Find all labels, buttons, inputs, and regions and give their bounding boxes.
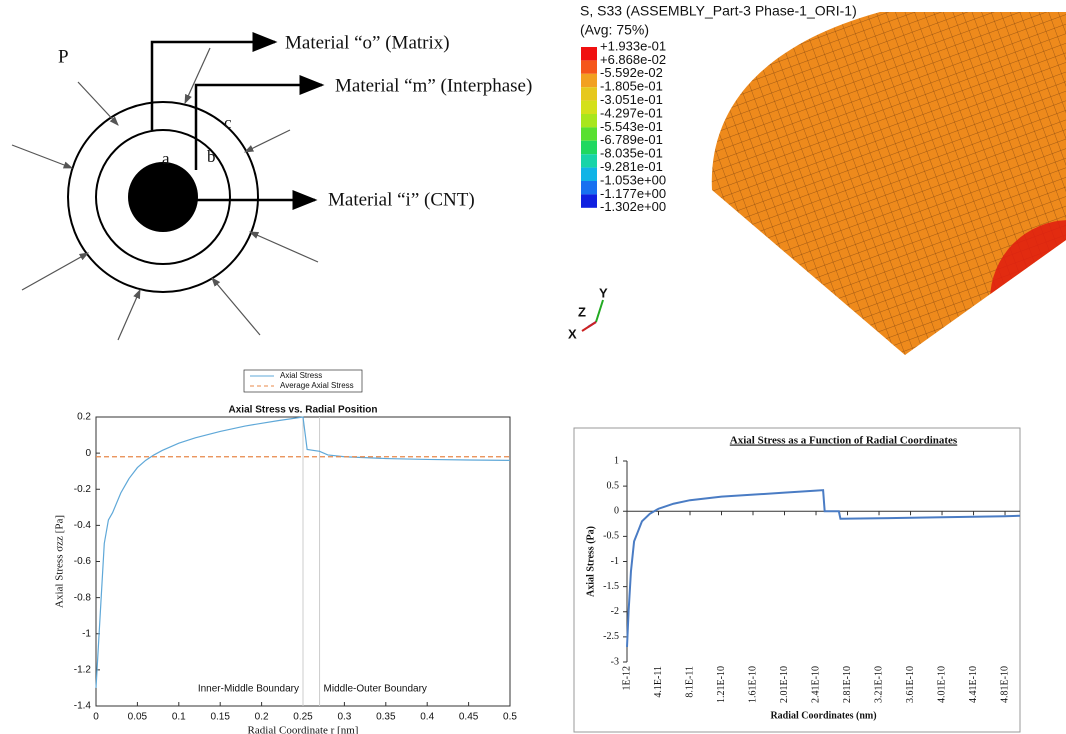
fe-model: S, S33 (ASSEMBLY_Part-3 Phase-1_ORI-1) (…	[568, 0, 1066, 380]
contour-subtitle: (Avg: 75%)	[580, 22, 649, 38]
x-tick-label: 4.81E-10	[999, 666, 1010, 703]
charts: Axial Stress vs. Radial Position 0 0.05 0.1…	[54, 370, 1020, 734]
x-tick-label: 1.61E-10	[747, 666, 758, 703]
y-axis-label: Axial Stress σzz [Pa]	[54, 515, 66, 608]
legend-label: Average Axial Stress	[280, 381, 354, 390]
x-tick-label: 2.01E-10	[779, 666, 790, 703]
panel-border	[574, 428, 1020, 732]
y-tick-label: 0	[614, 506, 619, 517]
contour-legend: +1.933e-01+6.868e-02-5.592e-02-1.805e-01…	[581, 38, 666, 214]
y-tick-label: -0.4	[74, 520, 92, 531]
y-tick-label: -2	[611, 606, 619, 617]
x-tick-label: 1E-12	[621, 666, 632, 690]
material-label: Material “i” (CNT)	[328, 189, 475, 210]
x-tick-label: 3.21E-10	[873, 666, 884, 703]
series-line	[627, 490, 1020, 647]
contour-band	[581, 154, 597, 167]
contour-label: -1.302e+00	[600, 199, 666, 214]
inner-circle	[128, 162, 198, 232]
y-tick-label: -1	[82, 628, 91, 639]
y-tick-label: -1.2	[74, 665, 92, 676]
x-tick-label: 0.5	[503, 712, 517, 723]
chart: Axial Stress as a Function of Radial Coo…	[585, 435, 1020, 722]
contour-band	[581, 47, 597, 60]
contour-band	[581, 87, 597, 100]
x-tick-label: 0.2	[255, 712, 269, 723]
figure: P a b c Material “o” (Matrix) Material “…	[0, 0, 1066, 734]
material-label: Material “m” (Interphase)	[335, 75, 532, 96]
y-tick-label: 0.5	[607, 480, 620, 491]
x-axis-label: Radial Coordinates (nm)	[770, 710, 876, 721]
axis-label: Y	[599, 285, 608, 300]
contour-band	[581, 168, 597, 181]
radius-label: b	[207, 147, 216, 166]
cylinder-mesh	[700, 0, 1066, 360]
x-tick-label: 4.01E-10	[936, 666, 947, 703]
y-tick-label: -0.2	[74, 484, 92, 495]
contour-band	[581, 127, 597, 140]
x-tick-label: 0.35	[376, 712, 396, 723]
contour-band	[581, 114, 597, 127]
x-tick-label: 4.41E-10	[968, 666, 979, 703]
contour-band	[581, 181, 597, 194]
x-tick-label: 2.81E-10	[842, 666, 853, 703]
x-tick-label: 0.3	[337, 712, 351, 723]
y-tick-label: -0.8	[74, 592, 92, 603]
radius-label: a	[162, 149, 170, 168]
y-tick-label: -1.5	[603, 581, 619, 592]
annotation: Inner-Middle Boundary	[198, 684, 299, 695]
diagram: P a b c Material “o” (Matrix) Material “…	[12, 32, 532, 340]
contour-band	[581, 101, 597, 114]
axis-label: X	[568, 326, 577, 341]
x-tick-label: 0.15	[210, 712, 230, 723]
chart: Axial Stress vs. Radial Position 0 0.05 0.1…	[54, 370, 518, 734]
y-tick-label: -1	[611, 556, 619, 567]
x-tick-label: 0.4	[420, 712, 434, 723]
radius-label: c	[224, 113, 232, 132]
y-tick-label: -0.6	[74, 556, 92, 567]
contour-band	[581, 141, 597, 154]
x-tick-label: 0	[93, 712, 99, 723]
x-tick-label: 0.45	[459, 712, 479, 723]
chart-title: Axial Stress as a Function of Radial Coo…	[730, 435, 958, 447]
contour-band	[581, 194, 597, 207]
x-tick-label: 2.41E-10	[810, 666, 821, 703]
x-tick-label: 0.1	[172, 712, 186, 723]
x-tick-label: 8.1E-11	[684, 666, 695, 698]
axis-label: Z	[578, 304, 586, 319]
x-tick-label: 0.25	[293, 712, 313, 723]
y-axis-label: Axial Stress (Pa)	[585, 526, 596, 597]
chart-title: Axial Stress vs. Radial Position	[229, 405, 378, 416]
contour-band	[581, 60, 597, 73]
y-tick-label: 0	[85, 448, 91, 459]
contour-band	[581, 74, 597, 87]
material-label: Material “o” (Matrix)	[285, 32, 450, 53]
x-tick-label: 1.21E-10	[716, 666, 727, 703]
pressure-label: P	[58, 46, 69, 67]
x-tick-label: 0.05	[128, 712, 148, 723]
end-core	[1040, 270, 1066, 330]
y-tick-label: 1	[614, 455, 619, 466]
x-axis-label: Radial Coordinate r [nm]	[248, 725, 359, 734]
y-tick-label: -0.5	[603, 531, 619, 542]
x-tick-label: 3.61E-10	[905, 666, 916, 703]
contour-title: S, S33 (ASSEMBLY_Part-3 Phase-1_ORI-1)	[580, 3, 857, 19]
legend-label: Axial Stress	[280, 371, 322, 380]
x-tick-label: 4.1E-11	[653, 666, 664, 698]
y-tick-label: -1.4	[74, 701, 92, 712]
y-tick-label: 0.2	[77, 412, 91, 423]
annotation: Middle-Outer Boundary	[324, 684, 427, 695]
y-tick-label: -2.5	[603, 631, 619, 642]
y-tick-label: -3	[611, 656, 619, 667]
